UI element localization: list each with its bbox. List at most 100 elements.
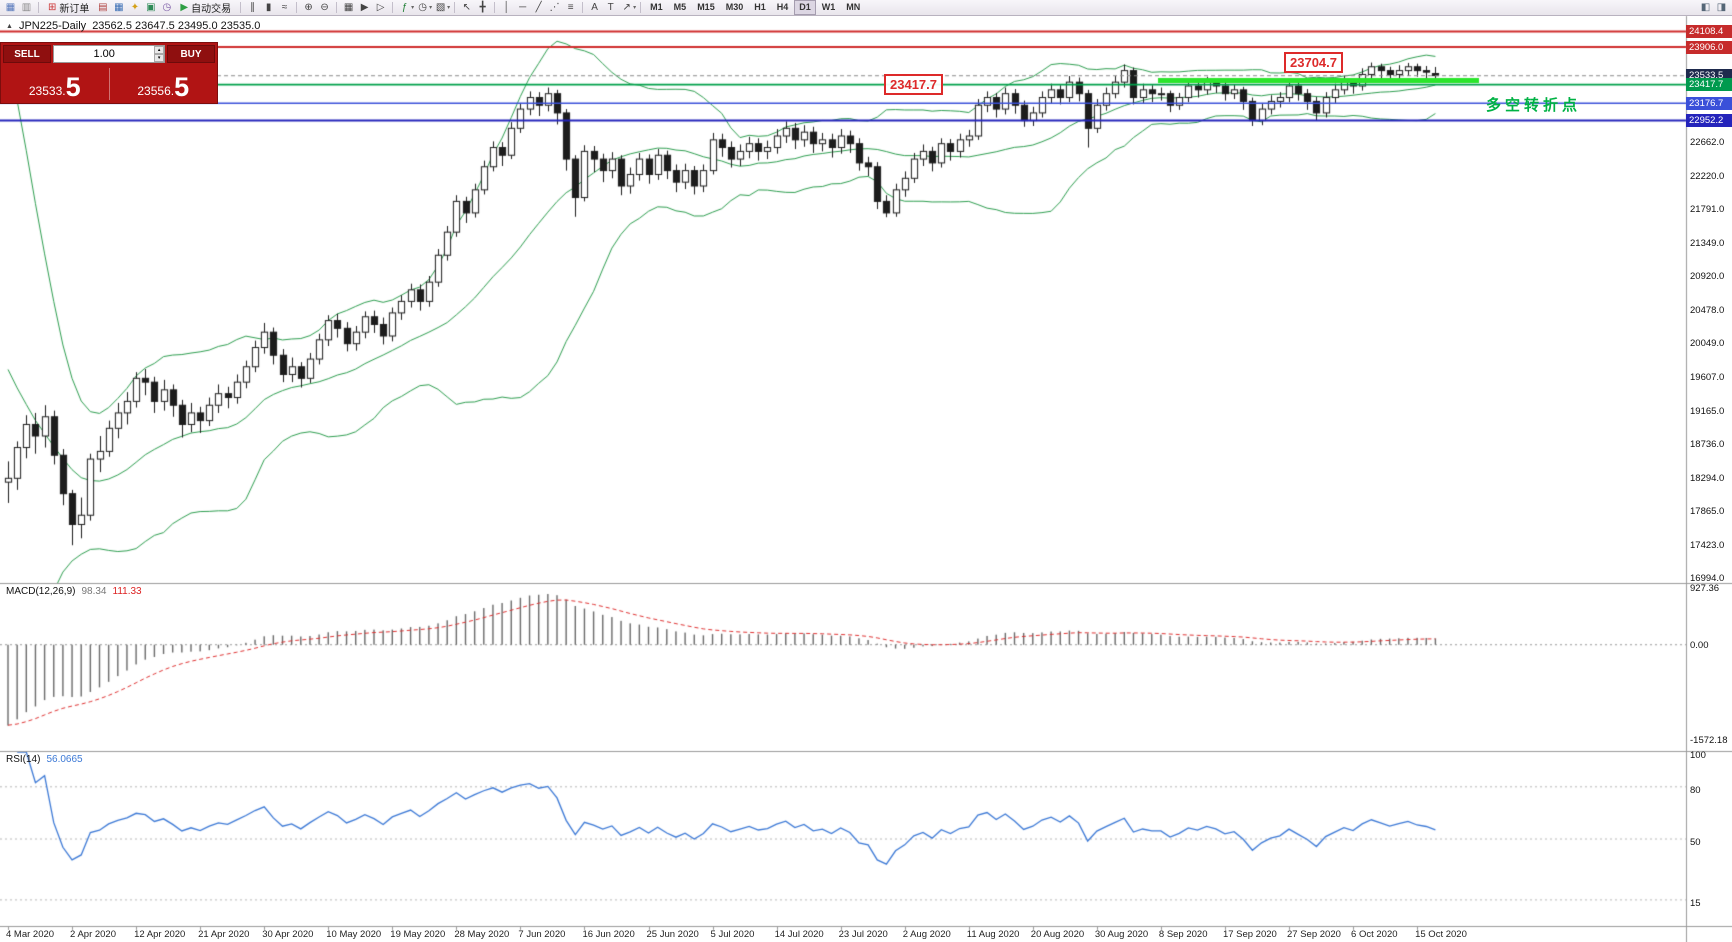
date-label: 27 Sep 2020 — [1287, 929, 1341, 940]
docking-icon[interactable]: ◨ — [1716, 1, 1727, 13]
indicators-icon[interactable]: ƒ — [401, 1, 408, 13]
chart-shift-icon[interactable]: ▷ — [376, 1, 385, 13]
crosshair-icon[interactable]: ╋ — [479, 1, 486, 13]
charts-toggle-icon[interactable]: ◧ — [1700, 1, 1711, 13]
sell-button[interactable]: SELL — [3, 45, 51, 63]
timeframe-m5[interactable]: M5 — [673, 2, 687, 12]
volume-input[interactable] — [54, 46, 155, 62]
date-label: 4 Mar 2020 — [6, 929, 55, 940]
periods-icon-caret[interactable]: ▾ — [429, 5, 433, 11]
text-icon[interactable]: A — [591, 1, 598, 13]
toolbar-separator — [336, 2, 338, 13]
toolbar-separator — [582, 2, 584, 13]
new-order-button[interactable]: ⊞ 新订单 — [43, 1, 94, 15]
navigator-icon[interactable]: ✦ — [130, 1, 140, 13]
toolbar-separator — [240, 2, 242, 13]
market-watch-icon[interactable]: ▤ — [98, 1, 108, 13]
date-label: 14 Jul 2020 — [774, 929, 824, 940]
macd-axis-label: 0.00 — [1690, 639, 1709, 651]
price-line-tag: 22952.2 — [1686, 113, 1732, 127]
time-axis[interactable]: 4 Mar 2020 2 Apr 2020 12 Apr 2020 21 Apr 20… — [0, 926, 1686, 942]
timeframe-h1[interactable]: H1 — [754, 2, 766, 12]
terminal-icon[interactable]: ▣ — [146, 1, 156, 13]
date-label: 2 Apr 2020 — [70, 929, 117, 940]
new-chart-icon[interactable]: ▦ — [5, 1, 16, 13]
price-grid-label: 20478.0 — [1690, 304, 1725, 316]
zoom-out-icon[interactable]: ⊖ — [320, 1, 329, 13]
indicators-icon-caret[interactable]: ▾ — [411, 5, 415, 11]
price-grid-label: 19607.0 — [1690, 371, 1725, 383]
candlestick-chart-icon[interactable]: ▮ — [265, 1, 272, 13]
fibonacci-icon[interactable]: ≡ — [567, 1, 574, 13]
date-label: 16 Jun 2020 — [582, 929, 635, 940]
price-line-tag: 23417.7 — [1686, 78, 1732, 92]
volume-down-icon[interactable]: ▾ — [154, 54, 164, 62]
autotrading-button-icon: ▶ — [180, 2, 189, 13]
bull-bear-pivot-label[interactable]: 多空转折点 — [1486, 97, 1582, 114]
date-label: 25 Jun 2020 — [646, 929, 699, 940]
macd-main-value: 98.34 — [81, 586, 107, 597]
timeframe-mn[interactable]: MN — [846, 2, 861, 12]
toolbar-separator — [454, 2, 456, 13]
rsi-value: 56.0665 — [46, 754, 83, 765]
date-label: 23 Jul 2020 — [838, 929, 888, 940]
profiles-icon[interactable]: ▥ — [21, 1, 32, 13]
timeframe-d1[interactable]: D1 — [794, 0, 816, 15]
arrows-icon[interactable]: ↗ — [622, 1, 631, 13]
arrows-icon-caret[interactable]: ▾ — [633, 5, 637, 11]
chart-ohlc-values: 23562.5 23647.5 23495.0 23535.0 — [92, 20, 261, 32]
volume-box: ▴ ▾ — [53, 45, 165, 63]
price-grid-label: 22220.0 — [1690, 170, 1725, 182]
chart-symbol-period: JPN225-Daily — [18, 20, 87, 32]
strategy-tester-icon[interactable]: ◷ — [162, 1, 172, 13]
volume-up-icon[interactable]: ▴ — [154, 46, 164, 54]
bar-chart-icon[interactable]: ∥ — [250, 1, 256, 13]
price-level-annotation-2[interactable]: 23704.7 — [1284, 52, 1343, 73]
templates-icon[interactable]: ▧ — [435, 1, 446, 13]
text-label-icon[interactable]: T — [607, 1, 614, 13]
data-window-icon[interactable]: ▦ — [114, 1, 124, 13]
macd-label: MACD(12,26,9) 98.34 111.33 — [6, 586, 142, 597]
timeframe-m1[interactable]: M1 — [650, 2, 663, 12]
timeframe-m15[interactable]: M15 — [697, 2, 715, 12]
price-grid-label: 22662.0 — [1690, 136, 1725, 148]
annotation-value: 23417.7 — [890, 77, 937, 92]
date-label: 12 Apr 2020 — [134, 929, 186, 940]
date-label: 15 Oct 2020 — [1415, 929, 1467, 940]
price-axis[interactable]: 22662.0 22220.0 21791.0 21349.0 20920.0 20478… — [1686, 16, 1732, 926]
date-label: 17 Sep 2020 — [1222, 929, 1277, 940]
sell-price: 23533. — [28, 84, 66, 98]
timeframe-m30[interactable]: M30 — [725, 2, 744, 12]
autotrading-button[interactable]: ▶ 自动交易 — [175, 1, 236, 15]
annotation-value: 23704.7 — [1290, 55, 1337, 70]
macd-axis-label: -1572.18 — [1690, 735, 1728, 747]
timeframe-w1[interactable]: W1 — [821, 2, 836, 12]
buy-price-panel[interactable]: 23556. 5 — [110, 65, 218, 103]
price-grid-label: 19165.0 — [1690, 405, 1725, 417]
timeframe-h4[interactable]: H4 — [776, 2, 789, 12]
templates-icon-caret[interactable]: ▾ — [447, 5, 451, 11]
zoom-in-icon[interactable]: ⊕ — [304, 1, 313, 13]
toolbar-separator — [296, 2, 298, 13]
toolbar-separator — [640, 2, 642, 13]
horizontal-line-icon[interactable]: ─ — [519, 1, 527, 13]
new-order-button-icon: ⊞ — [48, 2, 57, 13]
price-level-annotation-1[interactable]: 23417.7 — [884, 74, 943, 95]
equidistant-channel-icon[interactable]: ⋰ — [549, 1, 560, 13]
buy-button[interactable]: BUY — [167, 45, 215, 63]
line-chart-icon[interactable]: ≈ — [281, 1, 288, 13]
autotrading-button-label: 自动交易 — [191, 4, 232, 15]
chart-icon: ▲ — [6, 22, 13, 30]
price-line-tag: 24108.4 — [1686, 25, 1732, 38]
tile-windows-icon[interactable]: ▦ — [343, 1, 354, 13]
date-label: 19 May 2020 — [390, 929, 446, 940]
trendline-icon[interactable]: ╱ — [535, 1, 542, 13]
cursor-icon[interactable]: ↖ — [462, 1, 471, 13]
auto-scroll-icon[interactable]: ▶ — [360, 1, 369, 13]
price-grid-label: 17865.0 — [1690, 505, 1725, 517]
periods-icon[interactable]: ◷ — [418, 1, 427, 13]
vertical-line-icon[interactable]: │ — [503, 1, 510, 13]
price-grid-label: 16994.0 — [1690, 572, 1725, 584]
sell-price-panel[interactable]: 23533. 5 — [1, 65, 109, 103]
